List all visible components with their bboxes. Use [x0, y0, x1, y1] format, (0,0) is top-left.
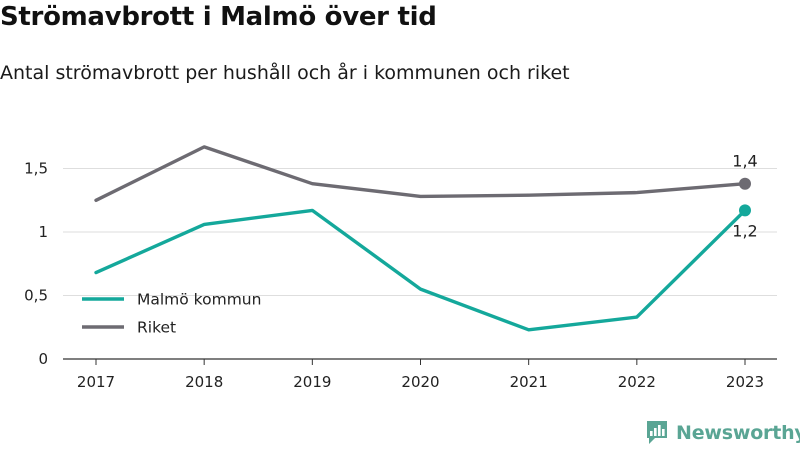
y-tick-label: 1,5 — [24, 160, 48, 178]
y-tick-label: 0 — [38, 350, 48, 368]
x-tick-label: 2018 — [185, 373, 223, 391]
x-tick-label: 2022 — [618, 373, 656, 391]
legend-label: Riket — [137, 319, 176, 337]
newsworthy-logo-icon — [647, 421, 667, 444]
end-value-label: 1,2 — [732, 221, 757, 240]
x-tick-label: 2019 — [293, 373, 331, 391]
end-point-marker — [739, 177, 751, 190]
brand-name: Newsworthy — [676, 421, 800, 444]
series-line-riket — [94, 145, 747, 203]
x-tick-label: 2017 — [77, 373, 115, 391]
x-tick-label: 2020 — [401, 373, 439, 391]
chart-title: Strömavbrott i Malmö över tid — [0, 2, 437, 32]
end-value-label: 1,4 — [732, 152, 757, 171]
y-tick-label: 1 — [38, 223, 48, 241]
x-tick-label: 2021 — [510, 373, 548, 391]
brand-logo: Newsworthy — [645, 420, 800, 445]
series-line-malm-kommun — [94, 208, 747, 332]
x-tick-label: 2023 — [726, 373, 764, 391]
end-point-marker — [739, 204, 751, 217]
chart-subtitle: Antal strömavbrott per hushåll och år i … — [0, 62, 570, 84]
y-tick-label: 0,5 — [24, 287, 48, 305]
legend-label: Malmö kommun — [137, 291, 261, 309]
